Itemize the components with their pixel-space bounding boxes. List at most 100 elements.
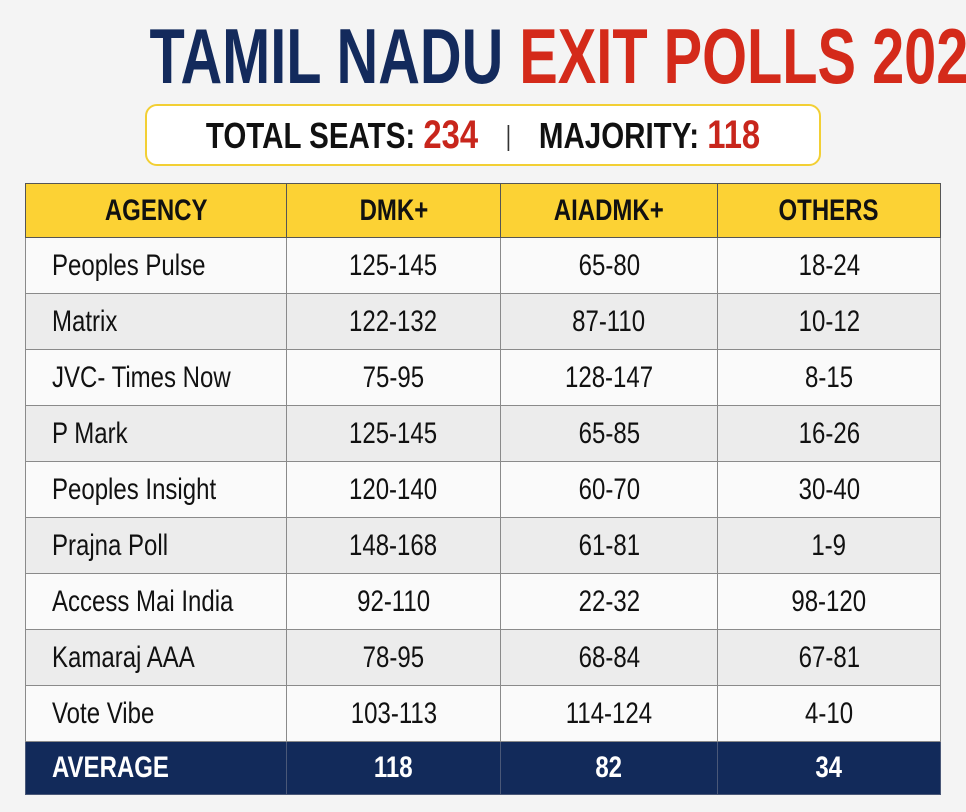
table-header-row: AGENCY DMK+ AIADMK+ OTHERS	[25, 183, 941, 238]
column-header: AGENCY	[25, 183, 287, 238]
divider	[507, 124, 510, 151]
seat-cell: 67-81	[717, 629, 941, 686]
seat-cell: 60-70	[500, 461, 718, 518]
seat-cell: 68-84	[500, 629, 718, 686]
cell-text: 128-147	[564, 360, 654, 394]
cell-text: Matrix	[52, 304, 118, 338]
seat-cell: 22-32	[500, 573, 718, 630]
agency-cell: Peoples Pulse	[25, 237, 287, 294]
column-header: OTHERS	[717, 183, 941, 238]
cell-text: 18-24	[798, 248, 860, 282]
table-row: JVC- Times Now 75-95 128-147 8-15	[25, 349, 941, 406]
table-row: Vote Vibe 103-113 114-124 4-10	[25, 685, 941, 742]
cell-text: Vote Vibe	[52, 696, 155, 730]
cell-text: 120-140	[349, 472, 438, 506]
seats-summary-box: TOTAL SEATS: 234 MAJORITY: 118	[145, 104, 821, 166]
table-row: P Mark 125-145 65-85 16-26	[25, 405, 941, 462]
column-header: DMK+	[286, 183, 501, 238]
seat-cell: 122-132	[286, 293, 501, 350]
agency-cell: Peoples Insight	[25, 461, 287, 518]
page-title: TAMIL NADU EXIT POLLS 2026	[0, 14, 966, 98]
column-header-label: AIADMK+	[553, 193, 664, 227]
table-row: Prajna Poll 148-168 61-81 1-9	[25, 517, 941, 574]
total-seats-label: TOTAL SEATS:	[205, 114, 416, 156]
seat-cell: 92-110	[286, 573, 501, 630]
cell-text: 87-110	[572, 304, 646, 338]
cell-text: Access Mai India	[52, 584, 234, 618]
seat-cell: 34	[717, 741, 941, 795]
cell-text: 148-168	[349, 528, 438, 562]
cell-text: JVC- Times Now	[52, 360, 231, 394]
agency-cell: JVC- Times Now	[25, 349, 287, 406]
cell-text: 4-10	[804, 696, 854, 730]
cell-text: AVERAGE	[52, 751, 169, 784]
seat-cell: 18-24	[717, 237, 941, 294]
seat-cell: 82	[500, 741, 718, 795]
seat-cell: 1-9	[717, 517, 941, 574]
cell-text: 98-120	[791, 584, 867, 618]
agency-cell: P Mark	[25, 405, 287, 462]
cell-text: 125-145	[349, 416, 438, 450]
seat-cell: 65-80	[500, 237, 718, 294]
title-part-1: TAMIL NADU	[149, 12, 504, 100]
title-part-2: EXIT POLLS 2026	[519, 12, 966, 100]
cell-text: 65-80	[578, 248, 640, 282]
cell-text: 8-15	[804, 360, 854, 394]
cell-text: 61-81	[578, 528, 640, 562]
agency-cell: Prajna Poll	[25, 517, 287, 574]
seat-cell: 125-145	[286, 405, 501, 462]
seat-cell: 78-95	[286, 629, 501, 686]
seat-cell: 128-147	[500, 349, 718, 406]
seat-cell: 118	[286, 741, 501, 795]
seat-cell: 65-85	[500, 405, 718, 462]
cell-text: 1-9	[811, 528, 847, 562]
agency-cell: Access Mai India	[25, 573, 287, 630]
seat-cell: 75-95	[286, 349, 501, 406]
cell-text: Kamaraj AAA	[52, 640, 195, 674]
seat-cell: 61-81	[500, 517, 718, 574]
seat-cell: 10-12	[717, 293, 941, 350]
column-header: AIADMK+	[500, 183, 718, 238]
cell-text: 103-113	[350, 696, 437, 730]
table-row: Peoples Pulse 125-145 65-80 18-24	[25, 237, 941, 294]
cell-text: 92-110	[357, 584, 430, 618]
seat-cell: 16-26	[717, 405, 941, 462]
cell-text: Peoples Insight	[52, 472, 217, 506]
cell-text: 10-12	[798, 304, 860, 338]
cell-text: 34	[815, 751, 843, 784]
seat-cell: 148-168	[286, 517, 501, 574]
agency-cell: Vote Vibe	[25, 685, 287, 742]
cell-text: 82	[595, 751, 623, 784]
cell-text: 118	[374, 751, 413, 784]
table-row: Access Mai India 92-110 22-32 98-120	[25, 573, 941, 630]
seat-cell: 103-113	[286, 685, 501, 742]
table-row: Peoples Insight 120-140 60-70 30-40	[25, 461, 941, 518]
cell-text: 65-85	[578, 416, 640, 450]
seat-cell: 87-110	[500, 293, 718, 350]
column-header-label: OTHERS	[778, 193, 879, 227]
table-row: Kamaraj AAA 78-95 68-84 67-81	[25, 629, 941, 686]
cell-text: 125-145	[349, 248, 438, 282]
seat-cell: 114-124	[500, 685, 718, 742]
cell-text: 30-40	[798, 472, 860, 506]
cell-text: P Mark	[52, 416, 128, 450]
cell-text: 68-84	[578, 640, 640, 674]
column-header-label: DMK+	[359, 193, 428, 227]
majority-label: MAJORITY:	[538, 114, 700, 156]
column-header-label: AGENCY	[104, 193, 208, 227]
average-row: AVERAGE 118 82 34	[25, 741, 941, 795]
total-seats-value: 234	[423, 112, 479, 157]
exit-poll-table: AGENCY DMK+ AIADMK+ OTHERS Peoples Pulse 125…	[25, 183, 941, 795]
cell-text: 22-32	[578, 584, 640, 618]
cell-text: 67-81	[798, 640, 860, 674]
seat-cell: 8-15	[717, 349, 941, 406]
majority-value: 118	[707, 112, 761, 157]
cell-text: Prajna Poll	[52, 528, 169, 562]
cell-text: 60-70	[578, 472, 640, 506]
agency-cell: AVERAGE	[25, 741, 287, 795]
table-row: Matrix 122-132 87-110 10-12	[25, 293, 941, 350]
cell-text: 78-95	[362, 640, 425, 674]
cell-text: 16-26	[798, 416, 860, 450]
seat-cell: 4-10	[717, 685, 941, 742]
seat-cell: 120-140	[286, 461, 501, 518]
